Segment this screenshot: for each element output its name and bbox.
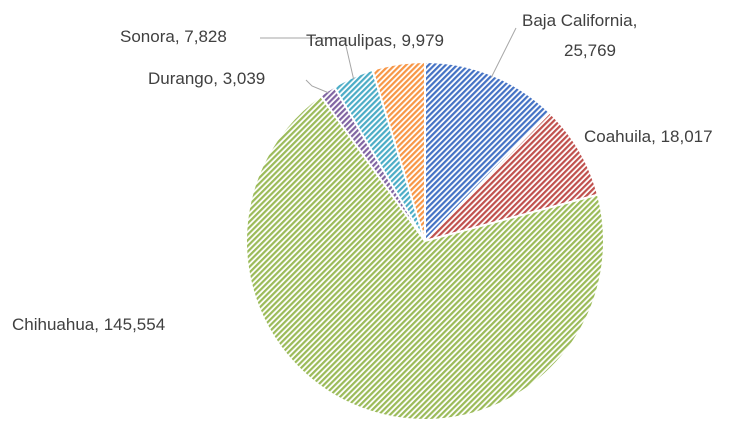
data-label: Durango, 3,039 <box>148 69 265 88</box>
label-category: Tamaulipas <box>306 31 392 50</box>
label-category: Durango <box>148 69 213 88</box>
leader-line <box>491 27 517 78</box>
data-label: Baja California, 25,769 <box>522 11 637 60</box>
pie-slice <box>421 111 600 243</box>
leader-line <box>305 79 329 94</box>
label-value: 25,769 <box>564 41 616 60</box>
data-label: Tamaulipas, 9,979 <box>306 31 444 50</box>
data-label: Sonora, 7,828 <box>120 27 227 46</box>
label-value: 145,554 <box>104 315 165 334</box>
label-value: 3,039 <box>223 69 266 88</box>
label-category: Sonora <box>120 27 175 46</box>
label-category: Baja California <box>522 11 633 30</box>
label-category: Chihuahua <box>12 315 95 334</box>
label-category: Coahuila <box>584 127 652 146</box>
label-value: 7,828 <box>184 27 227 46</box>
data-label: Chihuahua, 145,554 <box>12 315 165 334</box>
leader-line <box>260 37 355 80</box>
label-value: 9,979 <box>401 31 444 50</box>
pie-slice <box>245 94 605 421</box>
pie-slice <box>371 60 426 242</box>
data-label: Coahuila, 18,017 <box>584 127 713 146</box>
label-value: 18,017 <box>661 127 713 146</box>
